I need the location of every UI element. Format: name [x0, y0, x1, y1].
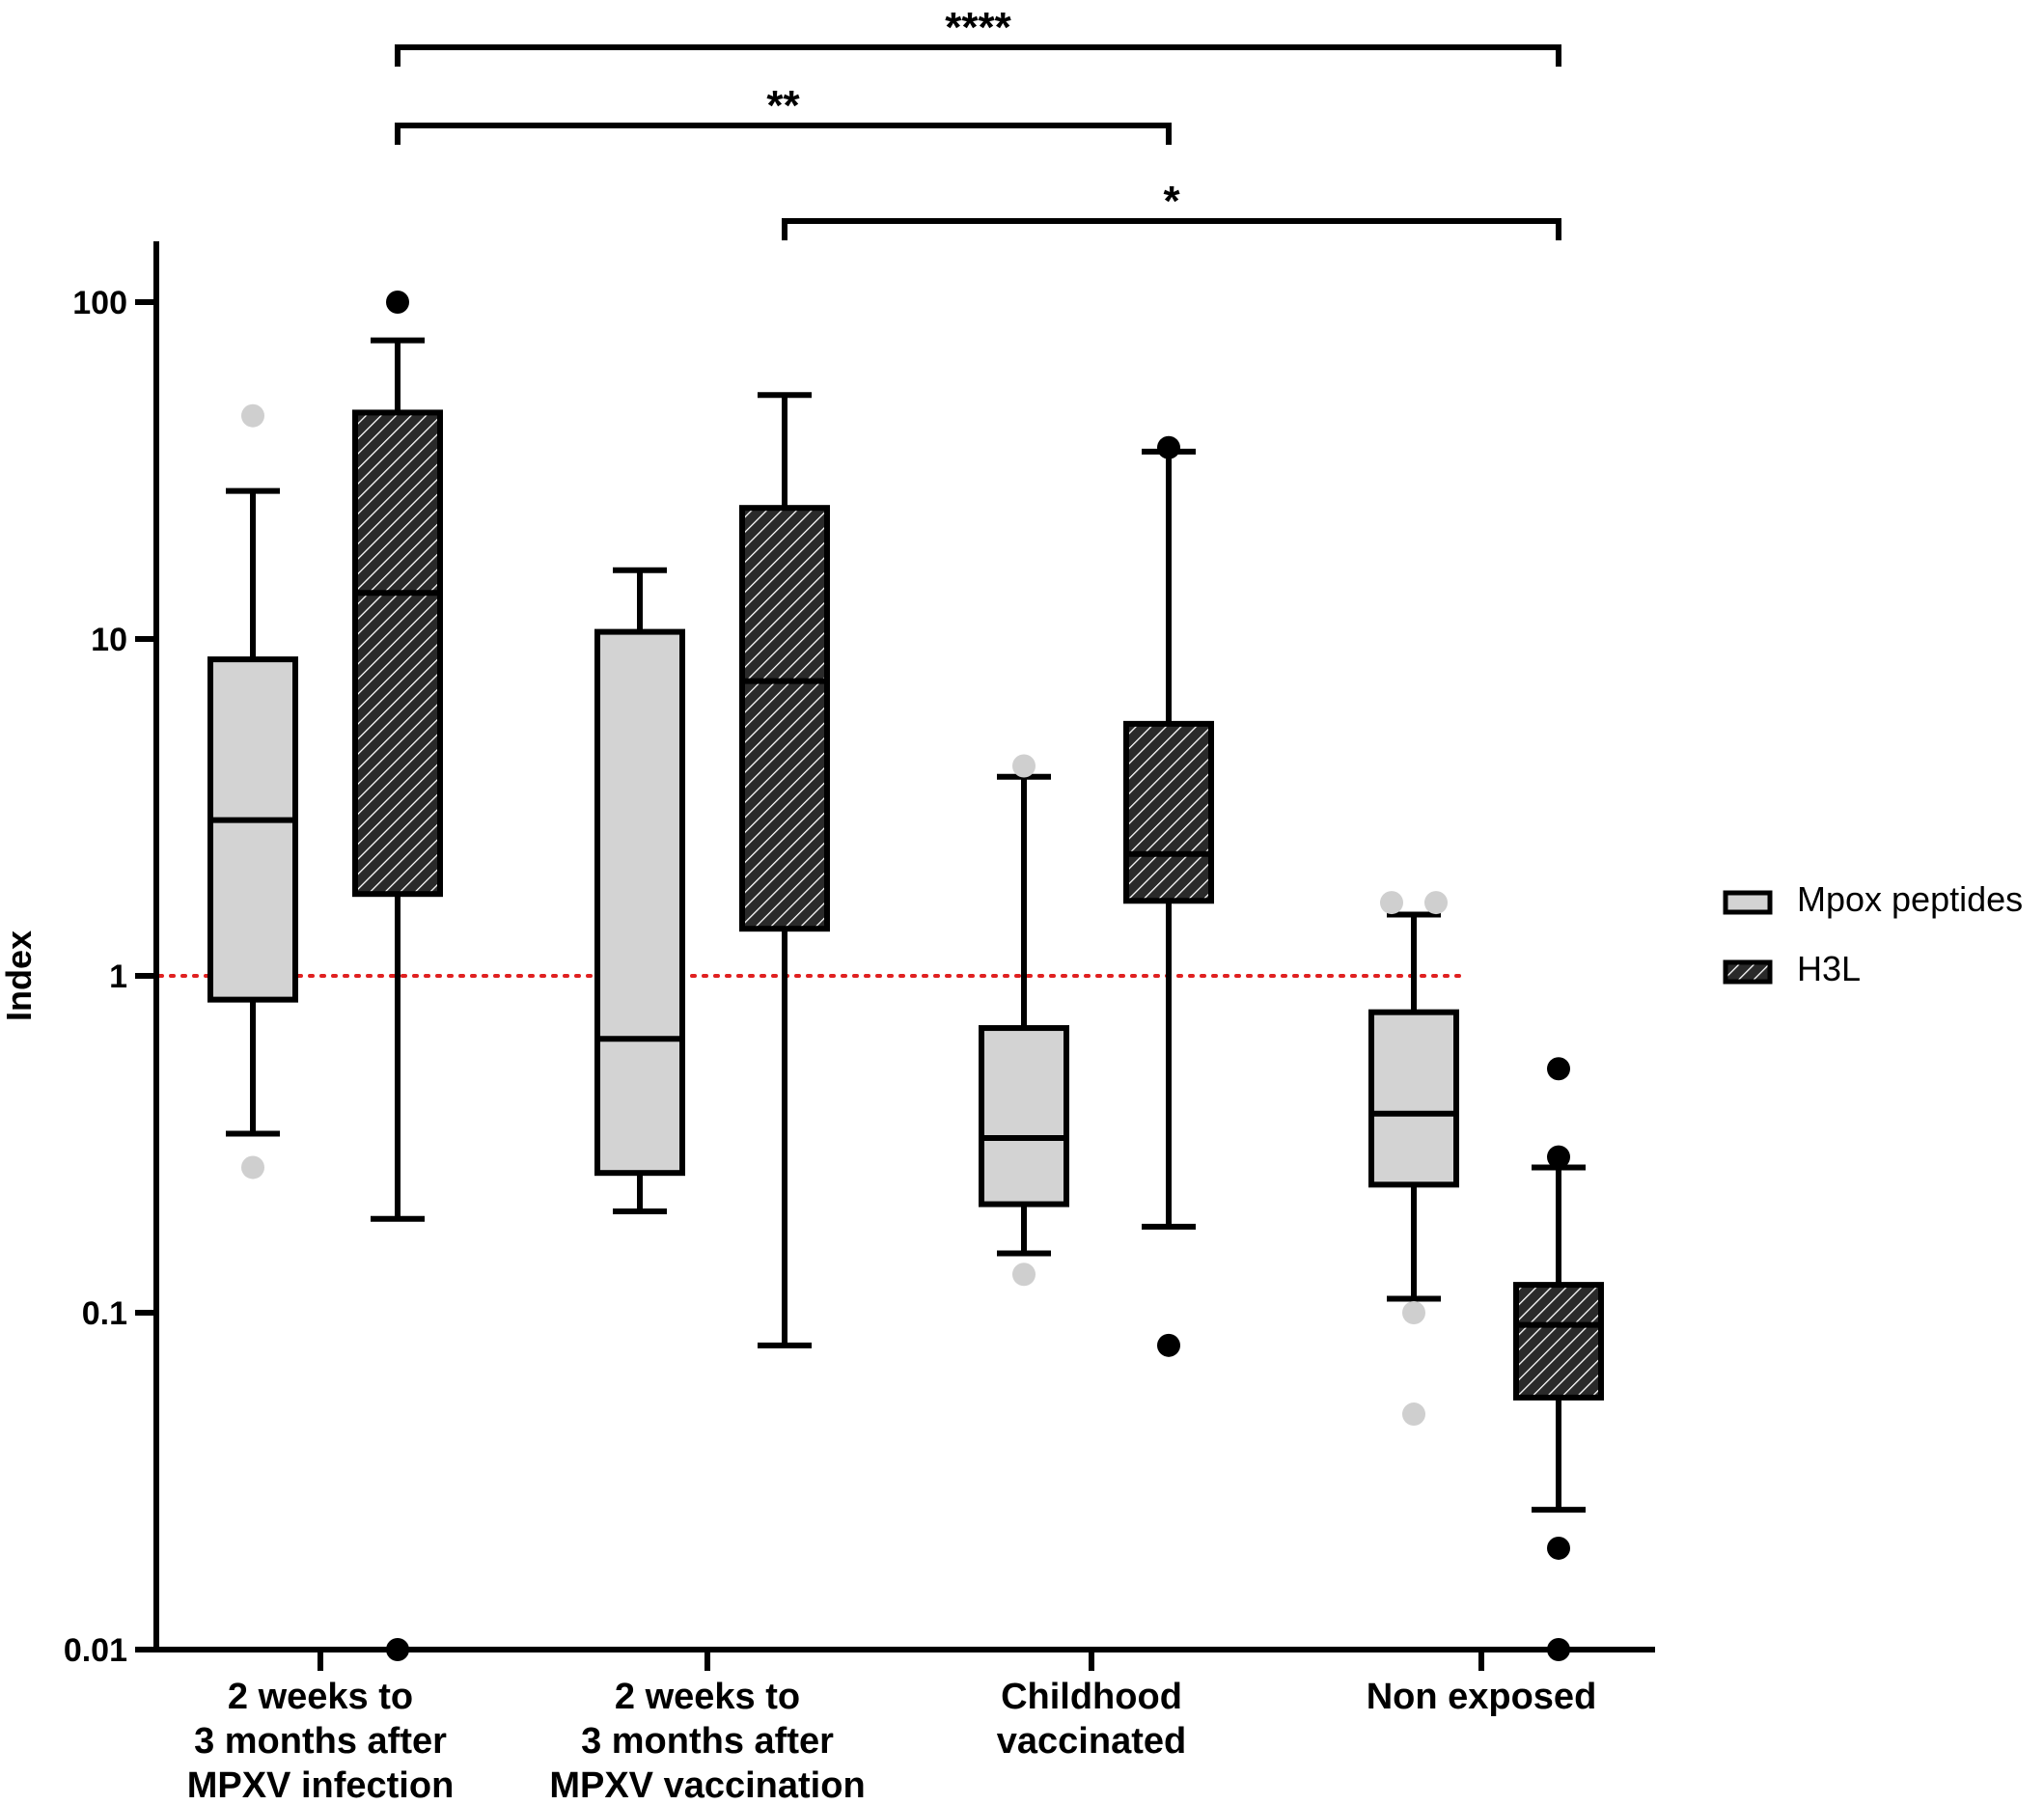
legend-item: Mpox peptides [1723, 879, 2023, 919]
significance-label: **** [945, 4, 1011, 51]
outlier-point [1012, 754, 1036, 778]
x-category-label-line: MPXV infection [187, 1765, 455, 1805]
box-iqr [1123, 720, 1214, 904]
y-tick-label: 10 [91, 622, 127, 658]
y-tick-label: 100 [72, 285, 127, 321]
outlier-point [1547, 1536, 1570, 1560]
outlier-point [1547, 1057, 1570, 1081]
outlier-point [1157, 435, 1180, 459]
outlier-point [1380, 891, 1403, 915]
box-h3l-0 [352, 337, 443, 1222]
x-category-label: 2 weeks to 3 months after MPXV vaccination [549, 1677, 865, 1805]
x-category-label-line: MPXV vaccination [549, 1765, 865, 1805]
x-category-label: Childhood vaccinated [997, 1677, 1186, 1762]
box-iqr [739, 505, 830, 932]
outlier-point [1547, 1145, 1570, 1169]
box-h3l-1 [739, 392, 830, 1348]
significance-bracket: **** [395, 4, 1561, 67]
x-category-label-line: 3 months after [581, 1721, 834, 1762]
x-category-label: 2 weeks to 3 months after MPXV infection [187, 1677, 455, 1805]
x-category-label-line: 2 weeks to [615, 1677, 800, 1717]
x-category-label-line: 3 months after [194, 1721, 447, 1762]
x-category-label: Non exposed [1367, 1677, 1597, 1717]
box-iqr [352, 409, 443, 898]
x-category-label-line: 2 weeks to [228, 1677, 413, 1717]
box-mpox-peptides-0 [207, 487, 298, 1137]
outlier-point [1012, 1263, 1036, 1287]
significance-label: ** [766, 82, 800, 129]
outlier-point [386, 291, 409, 314]
box-iqr [1368, 1009, 1459, 1188]
legend-label: H3L [1797, 949, 1861, 988]
bracket-line [782, 218, 1561, 240]
x-category-label-line: vaccinated [997, 1721, 1186, 1762]
x-category-label-line: Childhood [1001, 1677, 1182, 1717]
box-mpox-peptides-3 [1368, 911, 1459, 1302]
significance-bracket: ** [395, 82, 1172, 145]
outlier-point [1402, 1301, 1425, 1324]
box-mpox-peptides-1 [594, 567, 685, 1214]
legend-swatch [1723, 890, 1773, 915]
legend-item: H3L [1723, 949, 1861, 988]
legend-label: Mpox peptides [1797, 879, 2023, 919]
legend-swatch [1723, 959, 1773, 985]
x-category-label-line: Non exposed [1367, 1677, 1597, 1717]
significance-bracket: * [782, 178, 1561, 240]
outlier-point [1402, 1402, 1425, 1427]
bracket-line [395, 44, 1561, 67]
y-tick-label: 1 [109, 958, 127, 995]
outlier-point [241, 403, 264, 428]
significance-label: * [1163, 178, 1180, 225]
box-h3l-2 [1123, 448, 1214, 1230]
y-tick-label: 0.1 [82, 1295, 127, 1332]
outlier-point [241, 1155, 264, 1180]
outlier-point [1157, 1333, 1180, 1357]
box-iqr [207, 656, 298, 1003]
outlier-point [1424, 891, 1448, 915]
y-tick-label: 0.01 [64, 1632, 127, 1669]
box-iqr [1513, 1282, 1604, 1401]
box-iqr [979, 1025, 1069, 1208]
box-h3l-3 [1513, 1164, 1604, 1513]
box-mpox-peptides-2 [979, 773, 1069, 1257]
y-axis-title: Index [0, 930, 39, 1021]
bracket-line [395, 123, 1172, 145]
box-iqr [594, 628, 685, 1177]
